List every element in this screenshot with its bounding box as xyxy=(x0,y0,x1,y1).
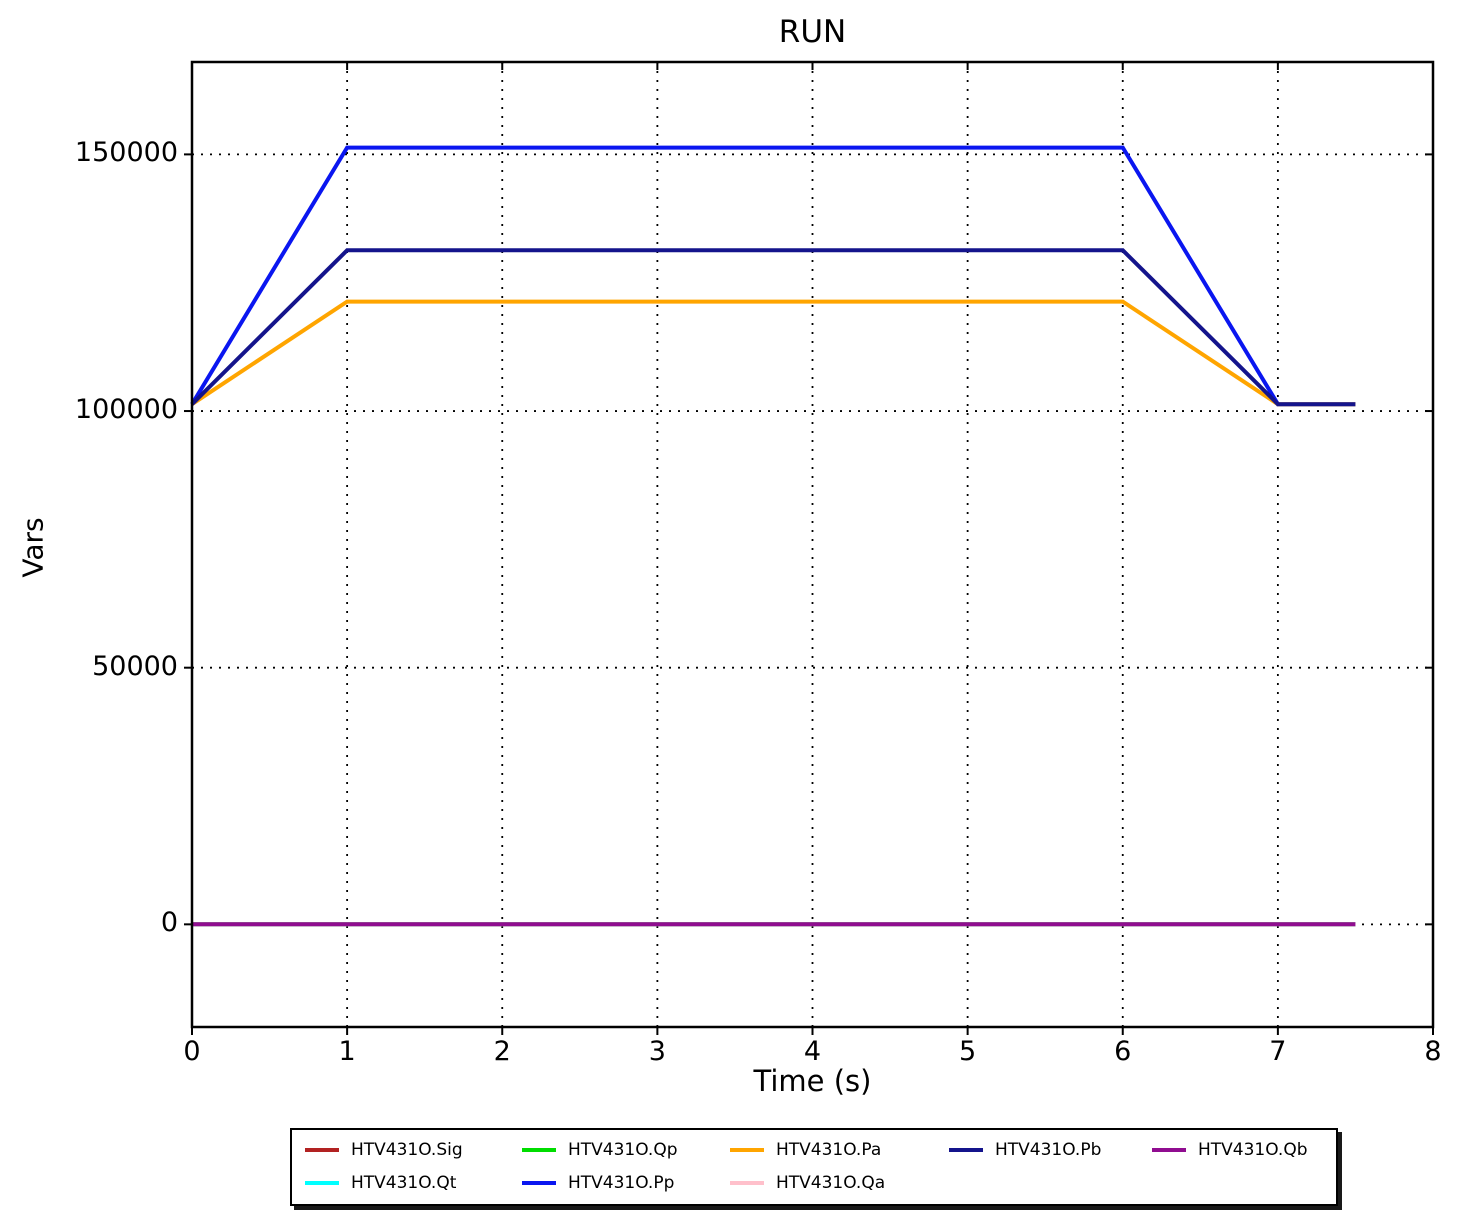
legend-label: HTV431O.Pa xyxy=(776,1140,882,1160)
legend-swatch-HTV431O.Qt xyxy=(305,1181,339,1185)
legend-label: HTV431O.Sig xyxy=(351,1140,463,1160)
y-axis-label: Vars xyxy=(16,517,50,578)
y-tick-label-0: 0 xyxy=(160,907,178,939)
legend-label: HTV431O.Qa xyxy=(776,1173,886,1193)
x-axis-label: Time (s) xyxy=(753,1064,872,1098)
series-lines xyxy=(190,145,1356,927)
legend-swatch-HTV431O.Pb xyxy=(949,1148,983,1152)
plot-frame xyxy=(190,60,1435,1029)
tick-marks xyxy=(184,62,1434,1035)
x-tick-label-1: 1 xyxy=(338,1036,356,1067)
legend-label: HTV431O.Qt xyxy=(351,1173,457,1193)
x-tick-label-2: 2 xyxy=(493,1036,511,1067)
x-tick-label-3: 3 xyxy=(648,1036,666,1067)
x-tick-label-5: 5 xyxy=(959,1036,977,1067)
y-tick-label-50000: 50000 xyxy=(92,650,178,682)
gridlines xyxy=(192,62,1433,1027)
x-tick-label-7: 7 xyxy=(1269,1036,1287,1067)
series-HTV431O.Pp xyxy=(190,145,1356,407)
legend-swatch-HTV431O.Qa xyxy=(730,1181,764,1185)
legend-label: HTV431O.Qp xyxy=(568,1140,678,1160)
x-tick-label-8: 8 xyxy=(1424,1036,1442,1067)
legend-entry-HTV431O.Pa: HTV431O.Pa xyxy=(730,1138,881,1162)
series-HTV431O.Pb xyxy=(190,248,1356,407)
legend-swatch-HTV431O.Sig xyxy=(305,1148,339,1152)
series-HTV431O.Pa xyxy=(190,299,1356,407)
legend-entry-HTV431O.Pb: HTV431O.Pb xyxy=(949,1138,1101,1162)
legend-box: HTV431O.Sig HTV431O.Qt HTV431O.Qp HTV431O.P… xyxy=(290,1128,1338,1206)
legend-swatch-HTV431O.Pp xyxy=(522,1181,556,1185)
legend-swatch-HTV431O.Pa xyxy=(730,1148,764,1152)
legend-entry-HTV431O.Qp: HTV431O.Qp xyxy=(522,1138,678,1162)
legend-swatch-HTV431O.Qp xyxy=(522,1148,556,1152)
legend-label: HTV431O.Pp xyxy=(568,1173,675,1193)
chart-title: RUN xyxy=(778,14,847,50)
x-tick-label-4: 4 xyxy=(803,1036,822,1067)
legend-label: HTV431O.Pb xyxy=(995,1140,1102,1160)
legend-entry-HTV431O.Qt: HTV431O.Qt xyxy=(305,1171,456,1195)
x-tick-label-0: 0 xyxy=(183,1036,201,1067)
legend-entry-HTV431O.Qa: HTV431O.Qa xyxy=(730,1171,885,1195)
legend-label: HTV431O.Qb xyxy=(1198,1140,1308,1160)
legend-entry-HTV431O.Qb: HTV431O.Qb xyxy=(1152,1138,1308,1162)
y-tick-label-100000: 100000 xyxy=(74,394,178,426)
y-tick-label-150000: 150000 xyxy=(74,137,178,169)
x-tick-label-6: 6 xyxy=(1114,1036,1132,1067)
legend-swatch-HTV431O.Qb xyxy=(1152,1148,1186,1152)
legend-entry-HTV431O.Pp: HTV431O.Pp xyxy=(522,1171,674,1195)
legend-entry-HTV431O.Sig: HTV431O.Sig xyxy=(305,1138,463,1162)
